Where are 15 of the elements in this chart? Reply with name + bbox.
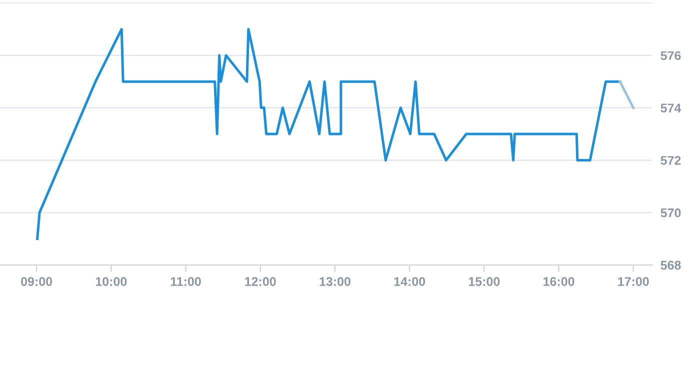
y-tick-label: 576 xyxy=(660,51,681,60)
y-tick-label: 568 xyxy=(660,260,681,270)
x-tick-label: 10:00 xyxy=(96,277,127,286)
x-tick-label: 09:00 xyxy=(21,277,52,286)
y-tick-label: 574 xyxy=(660,104,682,112)
x-tick-label: 11:00 xyxy=(170,277,201,286)
y-tick-label: 570 xyxy=(660,208,681,218)
x-tick-label: 13:00 xyxy=(320,277,350,286)
x-tick-label: 15:00 xyxy=(468,277,500,286)
x-tick-label: 16:00 xyxy=(544,277,574,286)
y-tick-label: 572 xyxy=(660,156,681,165)
x-tick-label: 14:00 xyxy=(394,277,426,286)
x-tick-label: 12:00 xyxy=(245,277,276,286)
line-series xyxy=(36,28,622,240)
x-tick-label: 17:00 xyxy=(618,277,649,286)
